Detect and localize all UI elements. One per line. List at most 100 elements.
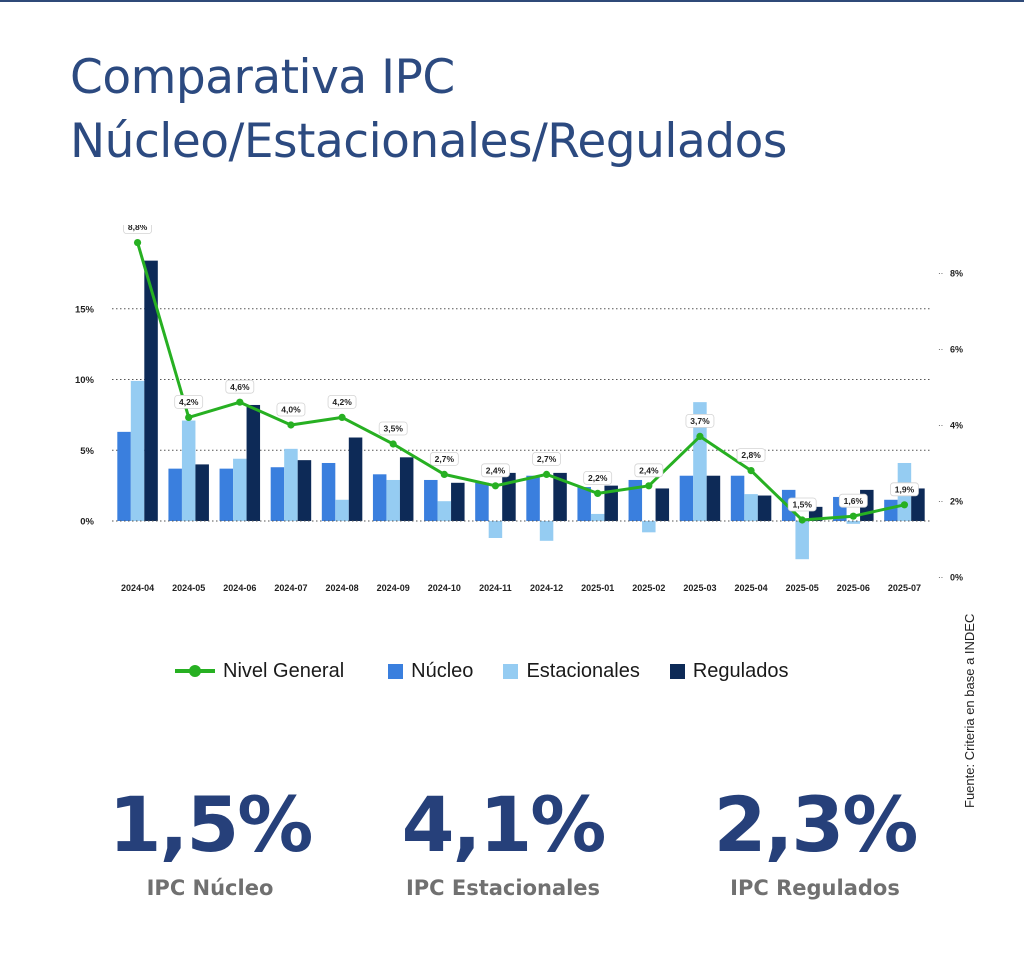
bar-regulados (399, 457, 414, 521)
point-nivel-general (440, 470, 448, 478)
data-label-box (532, 451, 561, 466)
bar-estacionales (795, 521, 809, 560)
y-left-tick-label: 0% (80, 517, 94, 528)
legend-swatch-regulados (669, 663, 685, 679)
chart-legend: Nivel General Núcleo Estacionales Regula… (175, 656, 818, 686)
y-left-tick-label: 5% (80, 446, 94, 457)
data-label-box (787, 497, 817, 512)
x-tick-label: 2025-03 (683, 583, 716, 593)
bar-estacionales (386, 479, 400, 521)
point-nivel-general (338, 413, 346, 421)
bar-regulados (195, 464, 209, 521)
bar-regulados (451, 482, 465, 521)
y-right-tick-label: 0% (950, 573, 963, 583)
source-note: Fuente: Criteria en base a INDEC (962, 613, 977, 808)
data-label-box (429, 451, 459, 466)
x-tick-label: 2024-09 (377, 583, 410, 593)
x-tick-label: 2024-11 (479, 583, 512, 593)
bar-estacionales (744, 494, 758, 521)
bar-regulados (757, 495, 772, 521)
data-label: 1,6% (844, 496, 864, 506)
bar-regulados (553, 472, 567, 521)
data-label: 1,9% (895, 484, 915, 494)
bar-estacionales (693, 402, 707, 521)
stat-label-estacionales: IPC Estacionales (405, 876, 601, 900)
data-label: 2,8% (741, 450, 761, 460)
x-tick-label: 2025-01 (581, 583, 614, 593)
y-right-tick-label: 4% (950, 421, 963, 431)
data-label-box (890, 482, 919, 497)
legend-item-nucleo: Núcleo (388, 660, 473, 683)
bar-nucleo (679, 475, 694, 521)
y-right-tick-mark: ·· (938, 345, 943, 354)
data-label: 4,6% (230, 382, 250, 392)
bar-regulados (246, 404, 261, 521)
y-right-tick-mark: ·· (938, 269, 943, 278)
stat-regulados: 2,3% IPC Regulados (665, 780, 965, 900)
point-nivel-general (645, 482, 653, 490)
bar-estacionales (590, 513, 605, 521)
point-nivel-general (133, 239, 142, 247)
data-label: 4,2% (332, 397, 352, 407)
legend-item-nivel-general: Nivel General (175, 660, 344, 683)
bar-estacionales (846, 521, 861, 524)
stat-value-estacionales: 4,1% (401, 780, 607, 869)
data-label-box (378, 421, 408, 436)
x-tick-label: 2024-04 (121, 583, 154, 593)
point-nivel-general (542, 470, 551, 478)
data-label: 2,4% (639, 465, 659, 475)
x-tick-label: 2024-12 (530, 583, 563, 593)
legend-label-regulados: Regulados (692, 659, 789, 682)
bar-nucleo (884, 499, 898, 521)
bar-estacionales (488, 521, 503, 538)
point-nivel-general (389, 440, 397, 448)
stat-value-regulados: 2,3% (713, 780, 919, 869)
data-label: 4,0% (281, 405, 301, 415)
bar-estacionales (642, 521, 656, 533)
point-nivel-general (900, 501, 909, 509)
data-label: 3,7% (690, 416, 710, 426)
bar-nucleo (168, 468, 182, 521)
bar-nucleo (270, 467, 285, 521)
x-tick-label: 2025-02 (632, 583, 665, 593)
legend-swatch-estacionales (503, 663, 519, 679)
stats-row: 1,5% IPC Núcleo 4,1% IPC Estacionales 2,… (0, 780, 1024, 930)
data-label: 2,4% (486, 465, 506, 475)
legend-label-estacionales: Estacionales (526, 659, 640, 682)
bar-estacionales (233, 458, 247, 521)
legend-item-regulados: Regulados (669, 659, 789, 683)
x-tick-label: 2024-06 (223, 583, 256, 593)
y-left-tick-label: 10% (75, 375, 95, 386)
top-rule (0, 0, 1024, 2)
legend-swatch-nucleo (388, 663, 404, 679)
page-title: Comparativa IPC Núcleo/Estacionales/Regu… (70, 46, 787, 174)
legend-label-nucleo: Núcleo (411, 659, 474, 682)
data-label: 2,2% (588, 473, 608, 483)
x-tick-label: 2025-07 (888, 583, 921, 593)
point-nivel-general (849, 512, 857, 520)
data-label-box (838, 493, 868, 508)
stat-nucleo: 1,5% IPC Núcleo (60, 780, 360, 900)
bar-nucleo (372, 474, 387, 521)
bar-regulados (502, 472, 516, 521)
data-label-box (174, 394, 204, 409)
point-nivel-general (594, 489, 602, 497)
bar-regulados (348, 437, 363, 521)
bar-estacionales (335, 499, 349, 521)
bar-nucleo (526, 475, 540, 521)
bar-nucleo (730, 475, 745, 521)
y-right-tick-mark: ·· (938, 573, 943, 582)
x-tick-label: 2024-07 (274, 583, 307, 593)
bar-regulados (144, 260, 158, 521)
stat-label-regulados: IPC Regulados (730, 876, 900, 900)
bar-regulados (604, 485, 618, 521)
y-right-tick-label: 2% (950, 497, 963, 507)
y-right-tick-label: 8% (950, 269, 963, 279)
point-nivel-general (798, 516, 806, 524)
bar-nucleo (475, 482, 489, 521)
point-nivel-general (185, 413, 193, 421)
bar-regulados (911, 488, 925, 521)
legend-label-nivel-general: Nivel General (223, 659, 345, 682)
legend-line-swatch (175, 665, 215, 677)
data-label-box (327, 394, 357, 409)
